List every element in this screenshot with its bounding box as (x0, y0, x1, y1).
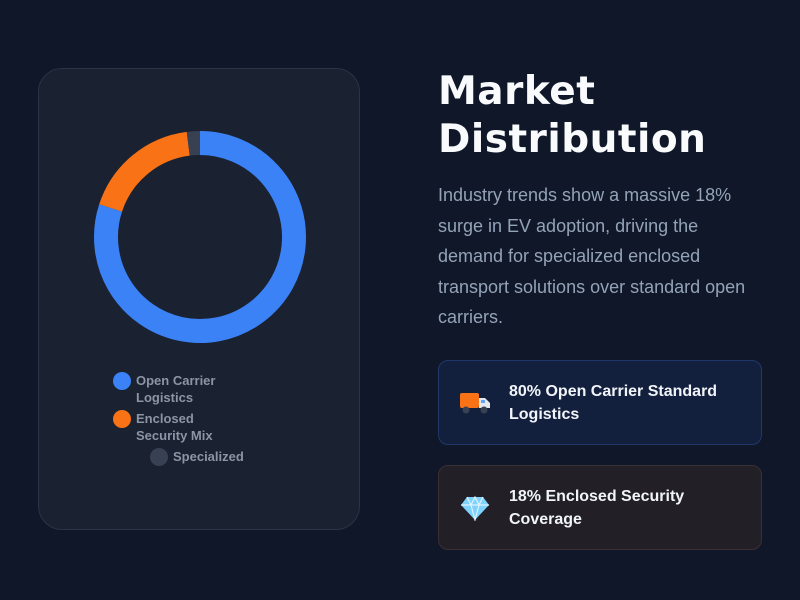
diamond-icon (461, 495, 489, 521)
legend-item: Enclosed Security Mix (113, 410, 232, 444)
legend-swatch (113, 372, 131, 390)
legend-label: Specialized (173, 449, 244, 464)
legend-item: Open Carrier Logistics (113, 372, 232, 406)
legend-label: Enclosed Security Mix (136, 411, 213, 443)
card-text: 18% Enclosed Security Coverage (509, 487, 685, 528)
stat-card: 18% Enclosed Security Coverage (438, 465, 762, 550)
heading: Market Distribution (438, 69, 707, 162)
legend-swatch (150, 448, 168, 466)
legend-item: Specialized (150, 448, 269, 466)
donut-segment (94, 131, 306, 343)
truck-icon (460, 392, 490, 413)
stat-card: 80% Open Carrier Standard Logistics (438, 360, 762, 445)
legend-swatch (113, 410, 131, 428)
description: Industry trends show a massive 18% surge… (438, 185, 746, 327)
donut-segment (186, 131, 201, 156)
legend-label: Open Carrier Logistics (136, 373, 216, 405)
donut-chart (94, 131, 306, 343)
card-text: 80% Open Carrier Standard Logistics (509, 382, 718, 423)
donut-segment (99, 131, 191, 213)
